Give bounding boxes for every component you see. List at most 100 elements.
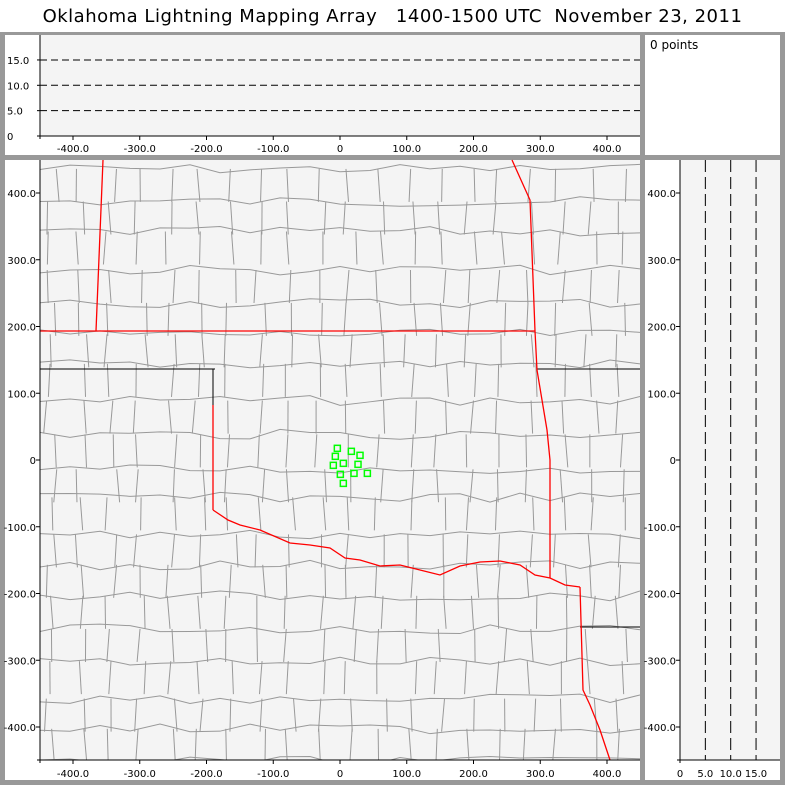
county-line — [261, 469, 266, 503]
county-line — [286, 168, 289, 202]
county-line — [441, 698, 446, 732]
county-line — [318, 334, 322, 368]
y-tick-label: 100.0 — [647, 389, 676, 400]
county-line — [552, 728, 556, 760]
county-line — [201, 334, 205, 368]
county-line — [324, 469, 328, 503]
county-line — [174, 434, 178, 468]
county-line — [494, 497, 498, 531]
county-line — [172, 269, 176, 304]
county-line — [408, 728, 412, 760]
county-line — [324, 564, 327, 598]
state-border-oklahoma — [511, 159, 551, 578]
county-line — [228, 168, 231, 202]
y-tick-label: 300.0 — [647, 256, 676, 267]
county-line — [564, 434, 569, 468]
state-border-oklahoma — [212, 509, 581, 588]
lightning-source-point — [331, 452, 340, 461]
county-line — [83, 698, 86, 732]
county-line — [465, 497, 470, 531]
county-line — [625, 628, 628, 662]
y-tick-label: 200.0 — [647, 323, 676, 334]
county-line — [533, 698, 537, 732]
county-line — [593, 698, 598, 732]
county-line — [474, 363, 477, 397]
county-line — [440, 231, 443, 265]
county-line — [583, 334, 587, 368]
county-line — [40, 756, 640, 760]
county-line — [79, 497, 84, 531]
x-tick-label: -200.0 — [190, 144, 222, 155]
county-line — [377, 168, 381, 202]
county-line — [79, 595, 84, 629]
county-line — [624, 168, 627, 202]
county-line — [443, 595, 447, 629]
x-tick-label: -300.0 — [124, 769, 156, 780]
county-line — [617, 728, 620, 760]
county-line — [561, 269, 566, 304]
county-line — [134, 698, 138, 732]
county-line — [40, 464, 640, 474]
county-line — [414, 400, 417, 434]
county-line — [40, 196, 640, 207]
lightning-source-point — [339, 459, 348, 468]
county-line — [386, 698, 388, 732]
county-line — [411, 469, 415, 503]
county-line — [586, 661, 591, 695]
county-line — [349, 728, 353, 760]
county-line — [374, 761, 376, 785]
county-line — [435, 728, 438, 760]
county-line — [171, 628, 175, 663]
county-line — [198, 534, 202, 568]
county-line — [135, 728, 139, 760]
county-line — [408, 168, 412, 202]
county-line — [164, 231, 167, 265]
county-line — [349, 334, 353, 368]
county-line — [345, 168, 350, 202]
county-line — [226, 434, 231, 468]
county-line — [104, 497, 108, 531]
county-line — [40, 723, 640, 735]
county-line — [55, 168, 60, 202]
county-line — [525, 434, 528, 468]
county-line — [496, 469, 499, 503]
county-line — [40, 693, 640, 705]
county-line — [204, 497, 207, 531]
county-line — [135, 231, 138, 265]
county-line — [554, 168, 557, 202]
county-line — [293, 698, 297, 732]
y-tick-label: -100.0 — [644, 523, 676, 534]
county-line — [259, 400, 263, 434]
y-tick-label: -100.0 — [4, 523, 36, 534]
county-line — [591, 595, 596, 629]
county-line — [470, 595, 475, 629]
county-line — [353, 628, 357, 663]
county-line — [40, 590, 640, 602]
county-line — [40, 359, 640, 369]
county-line — [588, 761, 589, 785]
lightning-source-point — [363, 469, 372, 478]
county-line — [473, 231, 478, 265]
county-line — [259, 334, 263, 368]
county-line — [114, 168, 117, 202]
county-line — [492, 201, 497, 235]
county-line — [532, 231, 536, 265]
county-line — [165, 564, 169, 598]
county-line — [285, 469, 290, 503]
county-line — [475, 564, 480, 598]
county-line — [83, 728, 88, 760]
county-line — [116, 469, 121, 503]
county-line — [75, 231, 79, 265]
county-line — [46, 269, 49, 304]
county-line — [404, 628, 407, 662]
county-line — [40, 529, 640, 540]
county-line — [352, 761, 355, 785]
county-line — [374, 564, 378, 598]
county-line — [615, 334, 618, 368]
county-line — [173, 761, 175, 785]
county-line — [473, 168, 476, 202]
county-line — [376, 434, 380, 468]
county-line — [617, 269, 620, 304]
county-line — [167, 661, 172, 695]
county-line — [497, 534, 500, 568]
